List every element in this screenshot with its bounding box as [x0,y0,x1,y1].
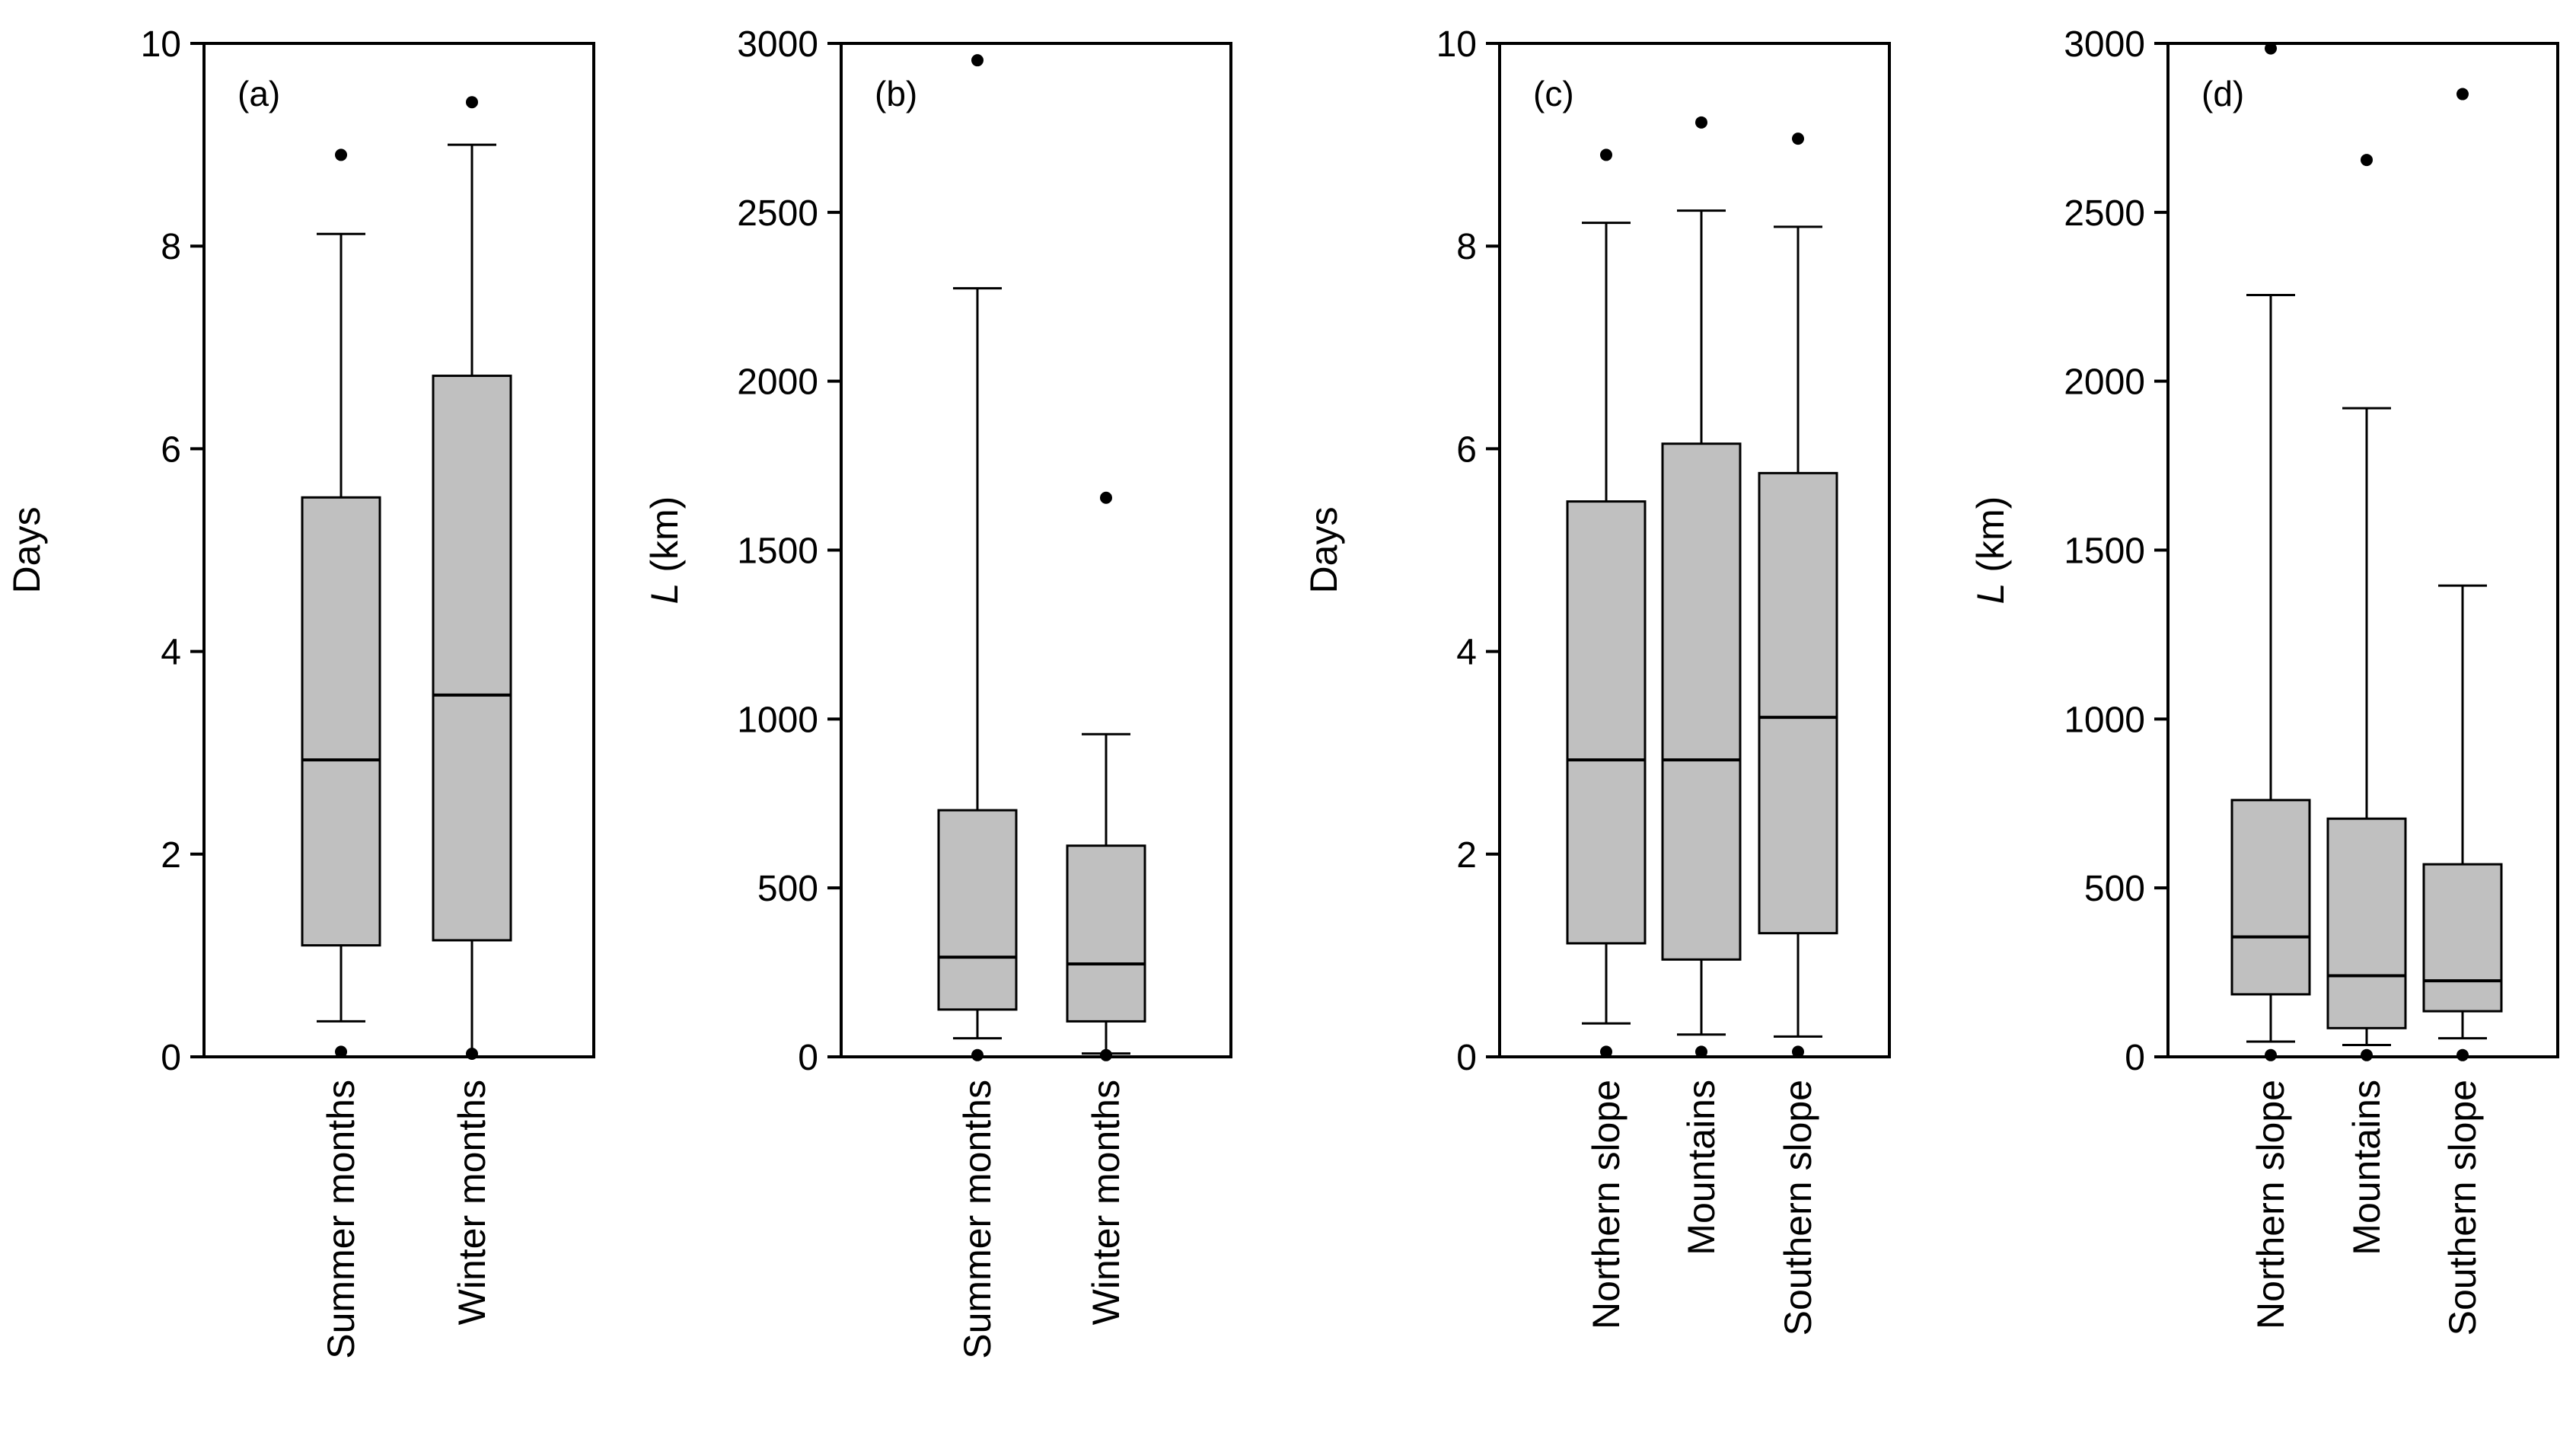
plot-frame [840,42,1232,1058]
outlier-point [2456,1048,2469,1061]
y-axis-title-variable: L [643,583,686,605]
plot-frame [202,42,595,1058]
outlier-point [1695,116,1707,129]
y-tick-label: 10 [1436,24,1477,65]
iqr-box [1661,442,1742,961]
panel-label: (c) [1533,74,1574,113]
y-axis-title-variable: L [1969,583,2012,605]
y-tick-label: 0 [161,1038,181,1078]
y-tick-label: 0 [798,1038,818,1078]
y-tick-label: 2000 [2064,362,2145,403]
iqr-box [2230,799,2311,996]
outlier-point [335,1045,347,1058]
box-winter-months [432,96,512,1061]
outlier-point [1100,1048,1112,1061]
outlier-point [2361,1048,2373,1061]
outlier-point [2265,42,2277,55]
y-tick-label: 500 [757,869,818,909]
box-mountains [2326,154,2407,1061]
iqr-box [937,809,1018,1011]
y-tick-label: 2500 [2064,193,2145,234]
x-category-label: Winter months [1085,1080,1127,1325]
outlier-point [466,96,478,109]
y-tick-label: 1500 [737,531,818,572]
x-category-label: Northern slope [1585,1080,1628,1329]
x-category-label: Southern slope [1777,1080,1819,1335]
y-axis-title-unit: (km) [1969,496,2012,583]
y-axis-title: L (km) [643,496,686,605]
y-tick-label: 2 [161,835,181,876]
outlier-point [1792,132,1804,145]
y-tick-label: 0 [2125,1038,2145,1078]
box-winter-months [1066,491,1146,1061]
panel-label: (d) [2201,74,2244,113]
outlier-point [2265,1048,2277,1061]
y-tick-label: 1000 [737,700,818,740]
box-southern-slope [1758,132,1838,1058]
y-axis-title: Days [5,507,48,594]
outlier-point [1600,1045,1612,1058]
x-category-label: Mountains [1680,1080,1723,1256]
outlier-point [1695,1045,1707,1058]
y-axis-title-unit: (km) [643,496,686,583]
y-tick-label: 3000 [2064,24,2145,65]
iqr-box [432,375,512,942]
y-tick-label: 6 [161,429,181,470]
iqr-box [2326,817,2407,1029]
y-tick-label: 2500 [737,193,818,234]
outlier-point [335,148,347,161]
y-tick-label: 8 [1456,227,1477,267]
y-tick-label: 8 [161,227,181,267]
box-southern-slope [2422,88,2503,1061]
iqr-box [1758,471,1838,935]
x-category-label: Mountains [2345,1080,2388,1256]
y-tick-label: 0 [1456,1038,1477,1078]
outlier-point [2361,154,2373,167]
box-mountains [1661,116,1742,1058]
outlier-point [466,1048,478,1061]
y-tick-label: 6 [1456,429,1477,470]
iqr-box [2422,863,2503,1013]
x-category-label: Southern slope [2441,1080,2484,1335]
panel-d: 0 500 1000 1500 2000 2500 3000 L (km) (d) Norther… [1969,24,2559,1335]
outlier-point [971,54,984,67]
y-tick-label: 1000 [2064,700,2145,740]
y-axis-title: Days [1302,507,1345,594]
panel-label: (a) [238,74,280,113]
y-tick-label: 4 [1456,633,1477,673]
y-tick-label: 2000 [737,362,818,403]
box-northern-slope [1566,148,1647,1058]
y-tick-label: 3000 [737,24,818,65]
outlier-point [971,1048,984,1061]
y-tick-label: 10 [141,24,181,65]
y-tick-label: 500 [2084,869,2145,909]
box-northern-slope [2230,42,2311,1061]
panel-label: (b) [875,74,917,113]
x-category-label: Summer months [956,1080,999,1359]
iqr-box [1066,844,1146,1023]
panel-c: 0 2 4 6 8 10 Days (c) Northern slope Mountains Sou… [1302,24,1891,1335]
outlier-point [2456,88,2469,101]
x-category-label: Winter months [451,1080,493,1325]
x-category-label: Northern slope [2249,1080,2292,1329]
y-tick-label: 2 [1456,835,1477,876]
box-summer-months [301,148,381,1058]
outlier-point [1792,1045,1804,1058]
outlier-point [1100,491,1112,504]
box-summer-months [937,54,1018,1061]
y-axis-title: L (km) [1969,496,2012,605]
x-category-label: Summer months [320,1080,362,1359]
panel-a: 0 2 4 6 8 10 Days (a) Summer months Winter months [5,24,595,1359]
iqr-box [1566,500,1647,945]
outlier-point [1600,148,1612,161]
plot-frame [1498,42,1891,1058]
y-tick-label: 1500 [2064,531,2145,572]
iqr-box [301,496,381,947]
y-tick-label: 4 [161,633,181,673]
panel-b: 0 500 1000 1500 2000 2500 3000 L (km) (b) Summer … [643,24,1232,1359]
